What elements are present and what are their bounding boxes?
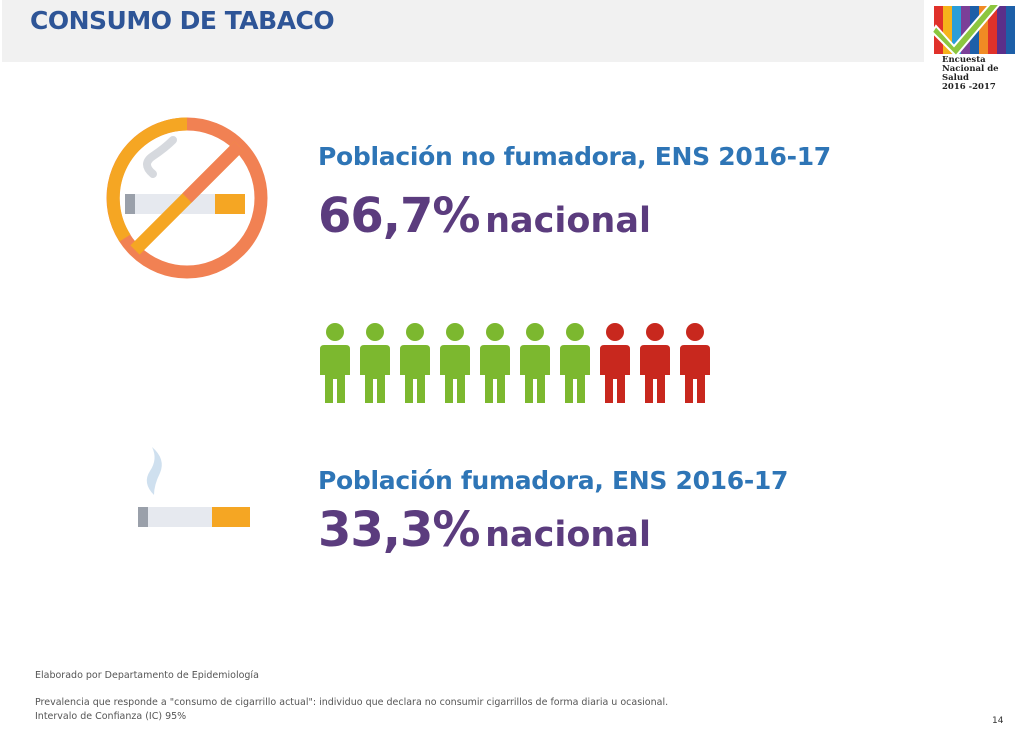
page-number: 14 xyxy=(992,716,1004,726)
header-bar xyxy=(2,0,924,62)
smoker-scope: nacional xyxy=(485,515,651,555)
person-icon-smoker xyxy=(640,323,670,403)
cigarette-icon xyxy=(138,447,250,527)
person-icon-nonsmoker xyxy=(520,323,550,403)
nonsmoker-scope: nacional xyxy=(485,201,651,241)
logo-text: Encuesta Nacional de Salud 2016 -2017 xyxy=(942,56,1018,92)
person-icon-nonsmoker xyxy=(480,323,510,403)
person-icon-smoker xyxy=(680,323,710,403)
ens-logo xyxy=(932,3,1015,58)
smoker-label: Población fumadora, ENS 2016-17 xyxy=(318,466,789,495)
person-icon-nonsmoker xyxy=(360,323,390,403)
logo-line: Encuesta xyxy=(942,55,986,65)
no-smoking-icon xyxy=(106,117,268,279)
person-icon-smoker xyxy=(600,323,630,403)
smoker-percent: 33,3% xyxy=(318,502,481,558)
nonsmoker-value: 66,7% nacional xyxy=(318,188,651,244)
footer-credit: Elaborado por Departamento de Epidemiolo… xyxy=(35,670,259,681)
page-title: CONSUMO DE TABACO xyxy=(30,6,335,35)
people-chart xyxy=(320,323,710,403)
person-icon-nonsmoker xyxy=(560,323,590,403)
footer-definition: Prevalencia que responde a "consumo de c… xyxy=(35,697,669,708)
smoker-value: 33,3% nacional xyxy=(318,502,651,558)
person-icon-nonsmoker xyxy=(400,323,430,403)
footer-ci: Intervalo de Confianza (IC) 95% xyxy=(35,711,187,722)
person-icon-nonsmoker xyxy=(440,323,470,403)
logo-line: 2016 -2017 xyxy=(942,82,996,92)
nonsmoker-label: Población no fumadora, ENS 2016-17 xyxy=(318,142,831,171)
logo-line: Nacional de xyxy=(942,64,999,74)
person-icon-nonsmoker xyxy=(320,323,350,403)
nonsmoker-percent: 66,7% xyxy=(318,188,481,244)
logo-line: Salud xyxy=(942,73,969,83)
